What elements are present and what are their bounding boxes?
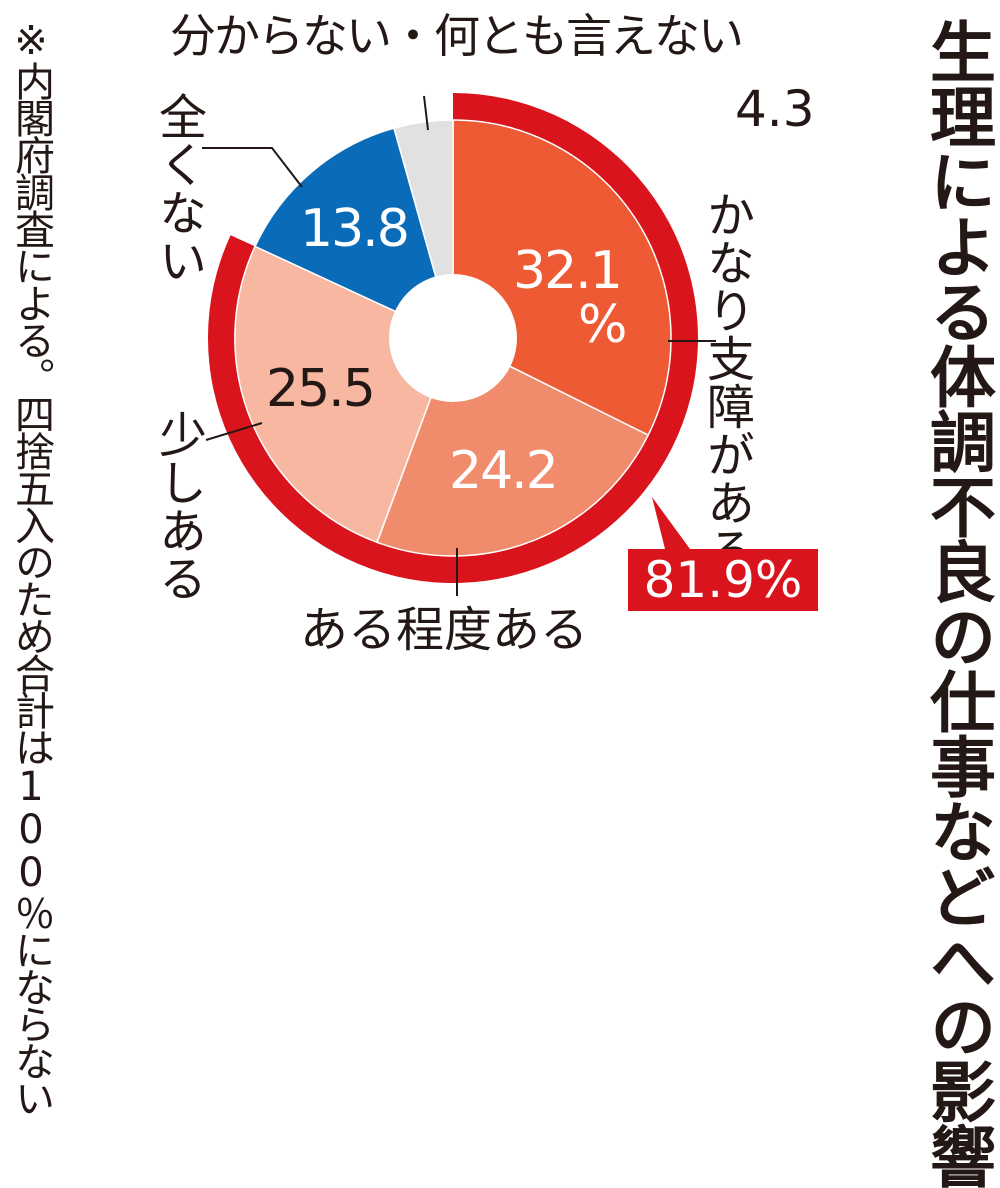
value-unknown: 4.3 [735, 80, 815, 138]
footnote: ※内閣府調査による。四捨五入のため合計は100％にならない [8, 18, 54, 1115]
label-little: 少しある [150, 410, 206, 602]
label-some: ある程度ある [300, 602, 589, 658]
value-very-unit: % [578, 295, 625, 355]
label-unknown: 分からない・何とも言えない [170, 9, 744, 63]
value-little: 25.5 [266, 359, 374, 419]
leader-little [205, 422, 263, 441]
leader-unknown [423, 95, 429, 131]
value-some: 24.2 [449, 441, 557, 501]
chart-title: 生理による体調不良の仕事などへの影響 [919, 18, 996, 1188]
label-none: 全くない [150, 92, 206, 284]
label-very: かなり支障がある [698, 190, 754, 574]
donut-chart: 32.1 % 24.2 25.5 13.8 [202, 93, 716, 596]
donut-hole [389, 274, 517, 402]
total-badge: 81.9% [628, 549, 818, 611]
badge-pointer [652, 497, 690, 549]
value-none: 13.8 [300, 199, 408, 259]
slice-none [254, 127, 455, 340]
leader-none [202, 147, 303, 188]
value-very: 32.1 [513, 241, 621, 301]
